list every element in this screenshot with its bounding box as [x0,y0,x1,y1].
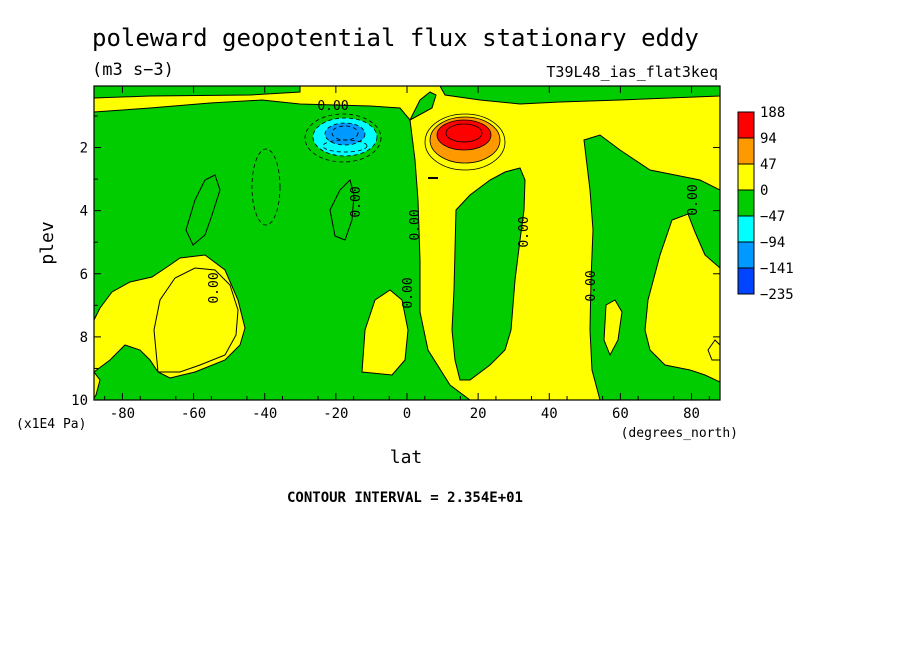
y-axis: 2 4 6 8 10 [71,115,720,409]
y-axis-units: (x1E4 Pa) [16,417,86,432]
x-tick-label: -20 [323,406,348,422]
contour-label: 0.00 [517,216,532,247]
colorbar-swatch [737,241,755,269]
contour-interval: CONTOUR INTERVAL = 2.354E+01 [287,490,523,506]
x-tick-label: -80 [110,406,135,422]
band-positive-region [153,267,239,373]
band-negative-region [408,91,437,122]
chart-title: poleward geopotential flux stationary ed… [92,24,699,52]
colorbar-swatch [737,163,755,191]
negative-cell [304,113,382,163]
colorbar-label: −235 [760,287,794,303]
x-tick-label: 40 [541,406,558,422]
colorbar-label: −94 [760,235,785,251]
weak-negative-contour [251,148,281,226]
colorbar-label: 94 [760,131,777,147]
colorbar-label: 47 [760,157,777,173]
x-tick-label: 80 [683,406,700,422]
contour-label: 0.00 [317,99,348,114]
svg-text:0.00: 0.00 [401,277,416,308]
colorbar-swatch [737,137,755,165]
x-tick-label: -60 [181,406,206,422]
band-negative-region [329,179,355,241]
band-positive-region [361,289,409,376]
contour-label: 0.00 [584,270,599,301]
x-axis: -80 -60 -40 -20 0 20 40 60 80 [104,86,710,422]
band-negative-region [439,86,720,105]
svg-text:0.00: 0.00 [207,272,222,303]
x-tick-label: 20 [470,406,487,422]
contour-label: 0.00 [686,184,701,215]
run-label: T39L48_ias_flat3keq [546,63,718,81]
y-tick-label: 4 [80,204,88,220]
band-positive-region [94,371,101,399]
colorbar-label: 0 [760,183,768,199]
y-tick-label: 10 [71,393,88,409]
band-negative-region [451,167,526,381]
y-tick-label: 2 [80,141,88,157]
colorbar-label: 188 [760,105,785,121]
colorbar-label: −141 [760,261,794,277]
band-positive-region [603,299,623,357]
svg-text:0.00: 0.00 [584,270,599,301]
svg-text:0.00: 0.00 [408,209,423,240]
y-tick-label: 8 [80,330,88,346]
positive-cell [424,113,506,171]
contour-label: 0.00 [349,186,364,217]
svg-text:0.00: 0.00 [686,184,701,215]
svg-text:plev: plev [37,221,58,264]
x-tick-label: 60 [612,406,629,422]
y-tick-label: 6 [80,267,88,283]
x-tick-label: -40 [252,406,277,422]
colorbar-swatch [737,215,755,243]
x-tick-label: 0 [403,406,411,422]
colorbar-swatch [737,111,755,139]
band-negative-region [94,86,301,99]
band-negative-region [185,174,221,246]
plot-area: 0.00 0.00 0.00 0.00 0.00 0.00 0.00 0.00 [94,86,720,400]
contour-label: 0.00 [408,209,423,240]
band-positive-region [707,339,720,361]
svg-text:0.00: 0.00 [517,216,532,247]
contour-label: 0.00 [401,277,416,308]
x-axis-units: (degrees_north) [621,426,738,441]
colorbar-swatch [737,189,755,217]
units-label: (m3 s−3) [92,60,174,80]
colorbar-swatch [737,267,755,295]
y-axis-title: plev [37,221,58,264]
colorbar-label: −47 [760,209,785,225]
colorbar: 188 94 47 0 −47 −94 −141 −235 [737,105,794,303]
contour-label: 0.00 [207,272,222,303]
x-axis-title: lat [390,447,423,468]
svg-text:0.00: 0.00 [349,186,364,217]
